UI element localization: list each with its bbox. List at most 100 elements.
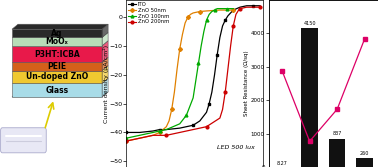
Polygon shape: [102, 32, 108, 46]
ZnO 200nm: [204, 126, 209, 128]
ZnO 50nm: [231, 9, 235, 11]
ZnO 100nm: [215, 8, 220, 10]
ZnO 50nm: [167, 120, 171, 122]
ZnO 100nm: [157, 130, 162, 132]
ITO: [226, 15, 230, 17]
ITO: [258, 5, 262, 7]
FancyBboxPatch shape: [1, 128, 46, 153]
ZnO 100nm: [204, 19, 209, 21]
ZnO 50nm: [169, 108, 174, 110]
Text: 837: 837: [333, 131, 342, 136]
ZnO 100nm: [184, 114, 189, 116]
ZnO 100nm: [164, 129, 169, 131]
ZnO 50nm: [191, 12, 195, 14]
ITO: [245, 5, 249, 7]
ZnO 100nm: [194, 80, 198, 82]
ZnO 100nm: [178, 123, 182, 125]
ZnO 200nm: [218, 117, 222, 119]
ZnO 200nm: [226, 68, 230, 70]
ITO: [218, 36, 222, 38]
ITO: [124, 131, 129, 133]
ZnO 100nm: [218, 8, 222, 10]
Polygon shape: [12, 62, 102, 71]
ZnO 200nm: [238, 8, 242, 10]
ZnO 100nm: [231, 8, 235, 10]
ZnO 200nm: [251, 6, 256, 8]
ZnO 200nm: [124, 140, 129, 142]
Text: Un-doped ZnO: Un-doped ZnO: [26, 72, 88, 81]
ZnO 50nm: [204, 10, 209, 12]
ITO: [178, 127, 182, 129]
ZnO 200nm: [236, 9, 241, 11]
Polygon shape: [12, 24, 108, 29]
ZnO 50nm: [172, 91, 177, 93]
ZnO 100nm: [209, 11, 214, 13]
ITO: [198, 120, 202, 122]
Polygon shape: [12, 83, 102, 97]
ITO: [215, 54, 220, 56]
ZnO 200nm: [228, 45, 233, 47]
ZnO 200nm: [231, 25, 235, 27]
Polygon shape: [102, 78, 108, 97]
ITO: [223, 19, 228, 21]
ZnO 50nm: [186, 16, 190, 18]
ZnO 100nm: [137, 134, 142, 136]
ZnO 50nm: [151, 134, 155, 136]
Text: 8.27: 8.27: [277, 161, 288, 166]
Polygon shape: [12, 37, 102, 46]
ZnO 200nm: [223, 91, 228, 93]
Text: Glass: Glass: [45, 86, 69, 95]
ITO: [212, 74, 217, 76]
ITO: [209, 91, 214, 93]
ZnO 50nm: [180, 34, 185, 36]
Text: PEIE: PEIE: [48, 62, 67, 71]
Polygon shape: [102, 41, 108, 62]
ITO: [204, 111, 209, 113]
ZnO 200nm: [234, 13, 238, 15]
Text: Ag: Ag: [51, 29, 63, 38]
ZnO 50nm: [164, 126, 169, 128]
ZnO 50nm: [198, 11, 202, 13]
ZnO 100nm: [212, 9, 217, 11]
ZnO 200nm: [164, 134, 169, 136]
ZnO 200nm: [191, 129, 195, 131]
ZnO 50nm: [178, 48, 182, 50]
ZnO 50nm: [218, 9, 222, 11]
ZnO 100nm: [199, 45, 203, 47]
ZnO 50nm: [124, 140, 129, 142]
ZnO 100nm: [151, 131, 155, 133]
ITO: [157, 129, 162, 131]
ZnO 100nm: [196, 62, 201, 64]
ITO: [191, 124, 195, 126]
Bar: [356, 158, 373, 167]
Line: ZnO 100nm: ZnO 100nm: [125, 7, 235, 140]
Line: ZnO 200nm: ZnO 200nm: [125, 6, 262, 142]
Polygon shape: [102, 57, 108, 71]
ITO: [251, 5, 256, 7]
ITO: [220, 25, 225, 27]
ZnO 100nm: [124, 137, 129, 139]
ITO: [238, 6, 242, 8]
ZnO 50nm: [157, 131, 162, 133]
Polygon shape: [12, 92, 108, 97]
Bar: [301, 28, 318, 167]
Polygon shape: [102, 66, 108, 83]
ZnO 200nm: [178, 131, 182, 133]
Polygon shape: [12, 46, 102, 62]
Y-axis label: Sheet Resistance (Ω/sq): Sheet Resistance (Ω/sq): [244, 51, 249, 116]
Polygon shape: [12, 71, 102, 83]
Bar: [329, 139, 345, 167]
ITO: [207, 103, 211, 105]
Polygon shape: [12, 29, 102, 37]
Polygon shape: [102, 24, 108, 37]
ZnO 100nm: [201, 31, 206, 33]
ITO: [228, 12, 233, 14]
ITO: [164, 129, 169, 131]
ZnO 50nm: [175, 68, 179, 70]
Line: ITO: ITO: [125, 4, 262, 134]
Text: P3HT:ICBA: P3HT:ICBA: [34, 50, 80, 58]
Text: 260: 260: [360, 151, 369, 156]
ZnO 200nm: [245, 6, 249, 8]
ZnO 200nm: [137, 137, 142, 139]
Text: MoOₓ: MoOₓ: [46, 37, 68, 46]
